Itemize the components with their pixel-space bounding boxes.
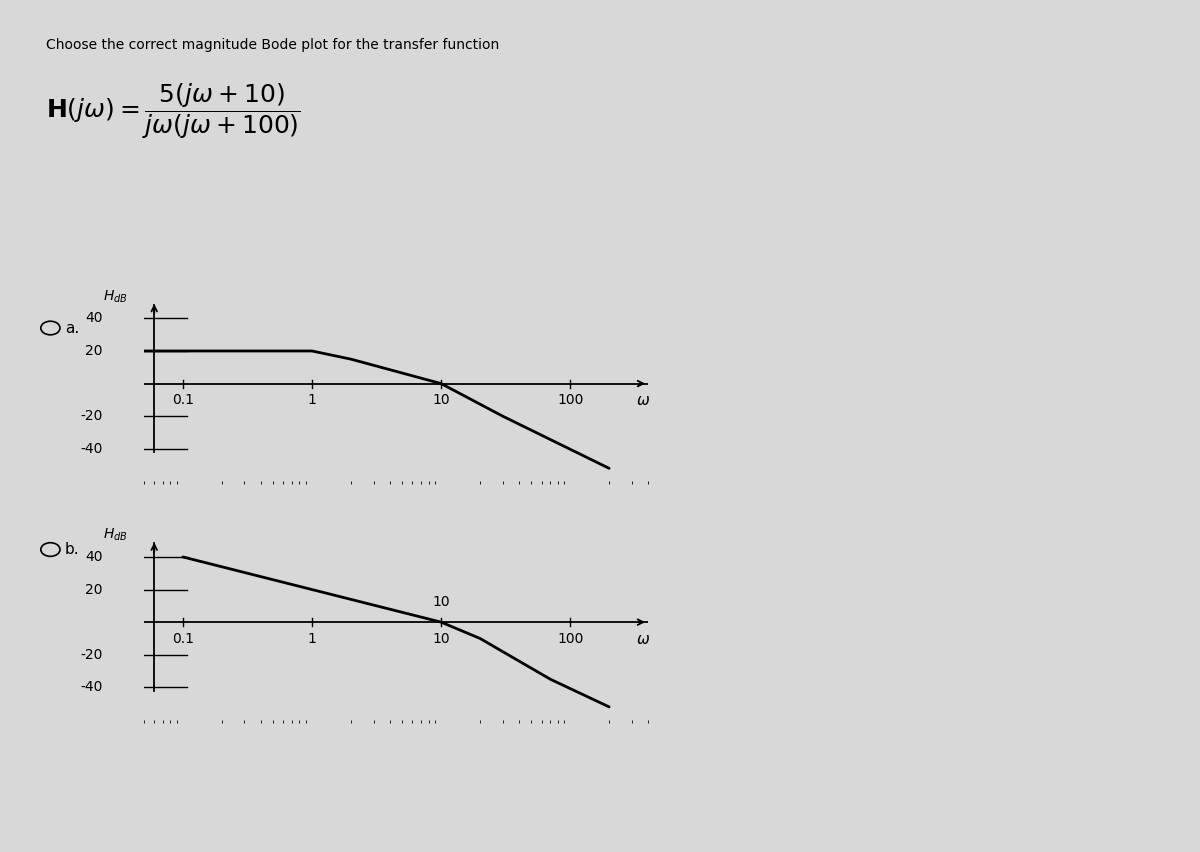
Text: $H_{dB}$: $H_{dB}$ (103, 288, 127, 305)
Text: 20: 20 (85, 344, 103, 358)
Text: ω: ω (637, 394, 649, 408)
Text: 10: 10 (432, 595, 450, 609)
Text: -20: -20 (80, 409, 103, 423)
Text: 10: 10 (432, 394, 450, 407)
Text: $H_{dB}$: $H_{dB}$ (103, 527, 127, 544)
Text: 100: 100 (557, 632, 583, 646)
Text: 20: 20 (85, 583, 103, 596)
Text: -40: -40 (80, 681, 103, 694)
Text: 100: 100 (557, 394, 583, 407)
Text: -20: -20 (80, 648, 103, 662)
Text: 10: 10 (432, 632, 450, 646)
Text: 40: 40 (85, 311, 103, 325)
Text: -40: -40 (80, 442, 103, 456)
Text: 40: 40 (85, 550, 103, 564)
Text: a.: a. (65, 320, 79, 336)
Text: 1: 1 (307, 394, 317, 407)
Text: ω: ω (637, 632, 649, 647)
Text: Choose the correct magnitude Bode plot for the transfer function: Choose the correct magnitude Bode plot f… (46, 38, 499, 52)
Text: b.: b. (65, 542, 79, 557)
Text: 0.1: 0.1 (172, 394, 194, 407)
Text: 1: 1 (307, 632, 317, 646)
Text: $\mathbf{H}(j\omega) = \dfrac{5(j\omega + 10)}{j\omega(j\omega + 100)}$: $\mathbf{H}(j\omega) = \dfrac{5(j\omega … (46, 81, 300, 141)
Text: 0.1: 0.1 (172, 632, 194, 646)
